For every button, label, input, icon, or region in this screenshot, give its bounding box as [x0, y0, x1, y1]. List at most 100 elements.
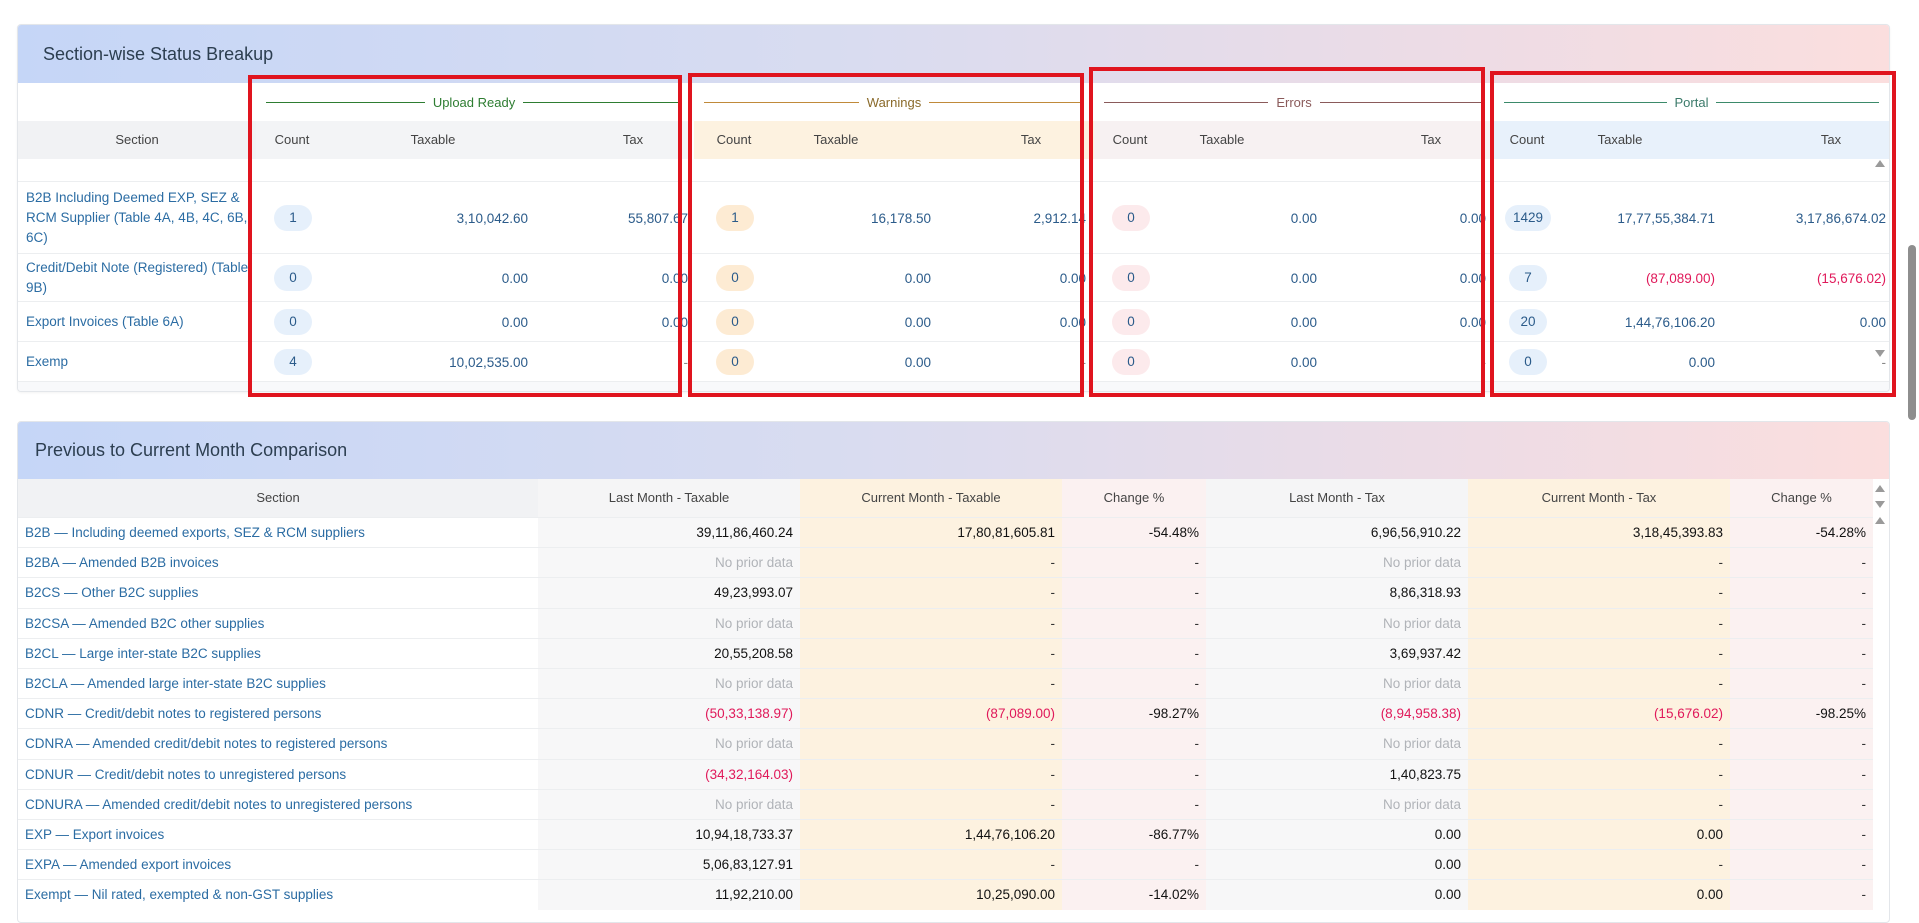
warnings-tax: -: [1081, 354, 1087, 370]
group-divider: [1319, 101, 1485, 103]
last-month-tax: No prior data: [1206, 729, 1468, 760]
table-scrollbar[interactable]: [1873, 160, 1887, 360]
group-header-bg: [694, 121, 1094, 159]
group-divider: [704, 101, 859, 103]
warnings-count-badge[interactable]: 0: [716, 349, 754, 375]
section-name[interactable]: EXP — Export invoices: [25, 827, 165, 842]
portal-tax: 3,17,70,998.00: [1726, 382, 1886, 392]
section-name[interactable]: B2BA — Amended B2B invoices: [25, 555, 219, 571]
last-month-taxable: No prior data: [538, 729, 800, 760]
section-name[interactable]: B2CS — Other B2C supplies: [25, 585, 199, 601]
current-month-tax: (15,676.02): [1468, 699, 1730, 730]
comparison-row: B2CLA — Amended large inter-state B2C su…: [18, 668, 1873, 699]
comparison-scrollbar[interactable]: [1873, 482, 1887, 542]
comparison-row: CDNUR — Credit/debit notes to unregister…: [18, 758, 1873, 790]
current-month-tax-header: Current Month - Tax: [1468, 479, 1730, 517]
section-name[interactable]: Export Invoices (Table 6A): [26, 314, 184, 329]
group-divider: [1104, 101, 1269, 103]
warnings-count-cell: 0: [705, 254, 765, 302]
last-month-tax: 0.00: [1206, 880, 1468, 911]
portal-taxable: 1,44,76,106.20: [1624, 314, 1715, 330]
errors-taxable: 0.00: [1290, 314, 1317, 330]
section-row: Exemp 4 10,02,535.00 - 0 0.00 - 0 0.00 - 0 0.00 -: [18, 341, 1889, 382]
errors-count-badge[interactable]: 0: [1112, 349, 1150, 375]
tax-change: -: [1730, 638, 1873, 669]
page-scrollbar[interactable]: [1897, 0, 1919, 908]
tax-change: -54.28%: [1730, 518, 1873, 548]
upload-count-badge[interactable]: 4: [274, 349, 312, 375]
section-name[interactable]: CDNUR — Credit/debit notes to unregister…: [25, 766, 347, 782]
comparison-row: B2BA — Amended B2B invoices No prior data…: [18, 547, 1873, 579]
section-row: B2B Including Deemed EXP, SEZ & RCM Supp…: [18, 181, 1889, 254]
page-scrollbar-thumb[interactable]: [1908, 245, 1916, 420]
scroll-up-icon[interactable]: [1875, 517, 1885, 524]
section-name[interactable]: B2B — Including deemed exports, SEZ & RC…: [25, 525, 365, 540]
upload-count-badge[interactable]: 0: [274, 309, 312, 335]
upload-tax: 55,807.67: [627, 210, 688, 226]
group-divider: [1716, 101, 1879, 103]
scroll-down-icon[interactable]: [1875, 350, 1885, 357]
upload-count-badge[interactable]: 1: [274, 205, 312, 231]
section-name[interactable]: CDNR — Credit/debit notes to registered …: [25, 706, 322, 722]
warnings-taxable: 16,178.50: [870, 210, 931, 226]
current-month-taxable: -: [800, 729, 1062, 760]
scroll-up-icon[interactable]: [1875, 485, 1885, 492]
last-month-tax: 0.00: [1206, 850, 1468, 881]
warnings-count-badge[interactable]: 0: [716, 265, 754, 291]
section-status-header: Section-wise Status Breakup: [18, 25, 1889, 83]
errors-tax: -: [1481, 354, 1487, 370]
portal-count-badge[interactable]: 20: [1509, 309, 1547, 335]
portal-taxable: 17,77,55,384.71: [1617, 210, 1715, 226]
last-month-taxable: 49,23,993.07: [538, 578, 800, 609]
tax-change: -: [1730, 759, 1873, 790]
warnings-tax: 2,912.14: [1033, 210, 1086, 226]
upload-count-cell: 4: [263, 342, 323, 382]
upload-count: 5: [263, 382, 323, 392]
last-month-tax: 6,96,56,910.22: [1206, 518, 1468, 548]
section-name[interactable]: B2CL — Large inter-state B2C supplies: [25, 645, 261, 661]
section-name[interactable]: B2CSA — Amended B2C other supplies: [25, 615, 265, 631]
warnings-count-badge[interactable]: 0: [716, 309, 754, 335]
section-name[interactable]: B2B Including Deemed EXP, SEZ & RCM Supp…: [26, 190, 248, 245]
section-name[interactable]: Exemp: [26, 354, 69, 369]
taxable-column-header: Taxable: [1199, 132, 1245, 147]
errors-count-badge[interactable]: 0: [1112, 309, 1150, 335]
tax-change: -: [1730, 578, 1873, 609]
warnings-count-badge[interactable]: 1: [716, 205, 754, 231]
scroll-up-icon[interactable]: [1875, 160, 1885, 167]
section-name[interactable]: Exempt — Nil rated, exempted & non-GST s…: [25, 887, 334, 903]
errors-count-badge[interactable]: 0: [1112, 265, 1150, 291]
section-name[interactable]: CDNRA — Amended credit/debit notes to re…: [25, 736, 388, 752]
current-month-tax: 0.00: [1468, 820, 1730, 850]
section-name[interactable]: Credit/Debit Note (Registered) (Table 9B…: [26, 260, 249, 295]
current-month-taxable: -: [800, 638, 1062, 669]
taxable-change: -14.02%: [1062, 880, 1206, 911]
group-label-upload: Upload Ready: [266, 83, 683, 121]
group-divider: [523, 101, 683, 103]
portal-taxable: (87,089.00): [1645, 270, 1715, 286]
errors-count-cell: 0: [1101, 342, 1161, 382]
last-month-tax: 3,69,937.42: [1206, 638, 1468, 669]
upload-count-cell: 0: [263, 302, 323, 342]
upload-count-badge[interactable]: 0: [274, 265, 312, 291]
group-title: Warnings: [866, 94, 922, 110]
portal-count-badge[interactable]: 7: [1509, 265, 1547, 291]
last-month-tax-header: Last Month - Tax: [1206, 479, 1468, 517]
group-divider: [1504, 101, 1667, 103]
section-name[interactable]: EXPA — Amended export invoices: [25, 857, 232, 873]
current-month-taxable: -: [800, 789, 1062, 820]
taxable-change: -98.27%: [1062, 699, 1206, 730]
portal-count-badge[interactable]: 0: [1509, 349, 1547, 375]
last-month-taxable: No prior data: [538, 548, 800, 579]
section-name[interactable]: B2CLA — Amended large inter-state B2C su…: [25, 676, 326, 691]
upload-tax: 55,807.67: [528, 382, 688, 392]
scroll-down-icon[interactable]: [1875, 501, 1885, 508]
section-name[interactable]: CDNURA — Amended credit/debit notes to u…: [25, 796, 413, 812]
group-header-bg: [1494, 121, 1889, 159]
comparison-row: CDNR — Credit/debit notes to registered …: [18, 698, 1873, 730]
section-column-header: Section: [115, 132, 159, 147]
upload-taxable: 13,12,577.60: [368, 382, 528, 392]
portal-count-badge[interactable]: 1429: [1504, 205, 1552, 231]
warnings-count-cell: 1: [705, 182, 765, 254]
errors-count-badge[interactable]: 0: [1112, 205, 1150, 231]
